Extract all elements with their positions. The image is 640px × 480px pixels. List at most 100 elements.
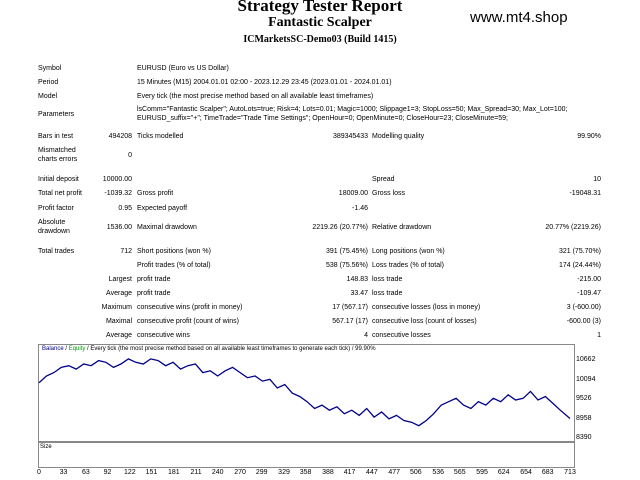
size-chart-frame [38,442,575,468]
trades-label: Total trades [38,248,75,255]
x-tick-label: 447 [366,469,378,476]
largest-pt-label: profit trade [137,276,171,283]
avg-cl-label: consecutive losses [372,332,431,339]
maximum-label: Maximum [101,304,132,311]
legend-rest: / Every tick (the most precise method ba… [85,346,376,352]
x-tick-label: 63 [82,469,90,476]
x-tick-label: 33 [59,469,68,476]
x-tick-label: 181 [167,469,180,476]
x-tick-label: 506 [409,469,422,476]
x-tick-label: 240 [211,469,224,476]
balance-line [38,358,571,427]
largest-pt-value: 148.83 [346,276,368,283]
x-tick-label: 683 [541,469,554,476]
maxdd-label: Maximal drawdown [137,224,197,231]
ticks-value: 389345433 [332,133,368,140]
model-label: Model [38,93,58,100]
ticks-label: Ticks modelled [137,133,184,140]
y-tick-label: 8390 [576,434,592,441]
period-value: 15 Minutes (M15) 2004.01.01 02:00 - 2023… [137,79,392,86]
trades-value: 712 [120,248,132,255]
pf-label: Profit factor [38,205,74,212]
grossloss-value: -19048.31 [569,190,601,197]
mismatch-label-2: charts errors [38,156,78,163]
x-tick-label: 624 [497,469,510,476]
x-tick-label: 388 [322,469,334,476]
profittrades-label: Profit trades (% of total) [137,262,211,269]
losstrades-label: Loss trades (% of total) [372,262,444,269]
deposit-label: Initial deposit [38,176,79,183]
losstrades-value: 174 (24.44%) [558,262,601,269]
avg-pt-value: 33.47 [350,290,368,297]
bars-value: 494208 [108,133,132,140]
avg-cw-value: 4 [364,332,368,339]
avg-cw-label: consecutive wins [137,332,190,339]
params-line-2: EURUSD_suffix="+"; TimeTrade="Trade Time… [137,115,508,122]
quality-value: 99.90% [577,133,601,140]
avg-pt-label: profit trade [137,290,171,297]
max-cw-label: consecutive wins (profit in money) [137,304,243,311]
largest-lt-label: loss trade [372,276,403,283]
site-watermark: www.mt4.shop [470,9,568,26]
maximal-cl-value: -600.00 (3) [566,318,601,325]
reldd-label: Relative drawdown [372,224,432,231]
avg-lt-value: -109.47 [577,290,601,297]
y-tick-label: 10094 [576,375,596,383]
max-cl-value: 3 (-600.00) [566,304,601,311]
balance-chart-frame [38,344,575,442]
maximal-cp-value: 567.17 (17) [332,318,368,325]
x-tick-label: 270 [234,469,246,476]
largest-lt-value: -215.00 [577,276,601,283]
x-tick-label: 92 [103,469,112,476]
bars-label: Bars in test [38,133,74,140]
short-label: Short positions (won %) [137,248,211,255]
avg-lt-label: loss trade [372,290,403,297]
symbol-label: Symbol [38,65,62,72]
absdd-label-1: Absolute [38,219,66,226]
x-tick-label: 713 [564,469,576,476]
x-tick-label: 417 [343,469,356,476]
absdd-label-2: drawdown [38,228,70,235]
x-tick-label: 477 [388,469,401,476]
report-title: Strategy Tester Report [237,0,403,15]
chart-legend: Balance / Equity / Every tick (the most … [42,346,376,352]
payoff-value: -1.46 [352,205,368,212]
max-cw-value: 17 (567.17) [332,304,368,311]
short-value: 391 (75.45%) [325,248,368,255]
spread-value: 10 [593,176,601,183]
grossprofit-value: 18009.00 [338,190,368,197]
largest-label: Largest [108,276,132,283]
x-tick-label: 329 [278,469,290,476]
x-tick-label: 299 [255,469,268,476]
spread-label: Spread [372,176,395,183]
y-tick-label: 10662 [576,356,596,364]
server-name: ICMarketsSC-Demo03 (Build 1415) [243,34,397,45]
x-tick-label: 536 [432,469,445,476]
profittrades-value: 538 (75.56%) [325,262,368,269]
period-label: Period [38,79,59,86]
params-line-1: lsComm="Fantastic Scalper"; AutoLots=tru… [137,106,568,113]
absdd-value: 1536.00 [106,224,132,231]
average-label: Average [106,290,132,297]
symbol-value: EURUSD (Euro vs US Dollar) [137,65,229,72]
long-label: Long positions (won %) [372,248,445,255]
maximal-label: Maximal [105,318,132,325]
reldd-value: 20.77% (2219.26) [545,224,601,231]
x-tick-label: 151 [145,469,158,476]
long-value: 321 (75.70%) [558,248,601,255]
x-tick-label: 565 [453,469,466,476]
size-label: Size [40,444,52,450]
x-tick-label: 122 [124,469,136,476]
ea-name: Fantastic Scalper [268,15,372,30]
netprofit-value: -1039.32 [104,190,132,197]
quality-label: Modelling quality [372,133,425,140]
x-tick-label: 654 [520,469,532,476]
x-tick-label: 595 [476,469,488,476]
legend-balance: Balance [42,346,64,352]
mismatch-value: 0 [128,152,132,159]
legend-sep: / [63,346,69,352]
maximal-cp-label: consecutive profit (count of wins) [137,318,239,325]
payoff-label: Expected payoff [137,205,188,212]
netprofit-label: Total net profit [38,190,82,197]
maximal-cl-label: consecutive loss (count of losses) [372,318,477,325]
